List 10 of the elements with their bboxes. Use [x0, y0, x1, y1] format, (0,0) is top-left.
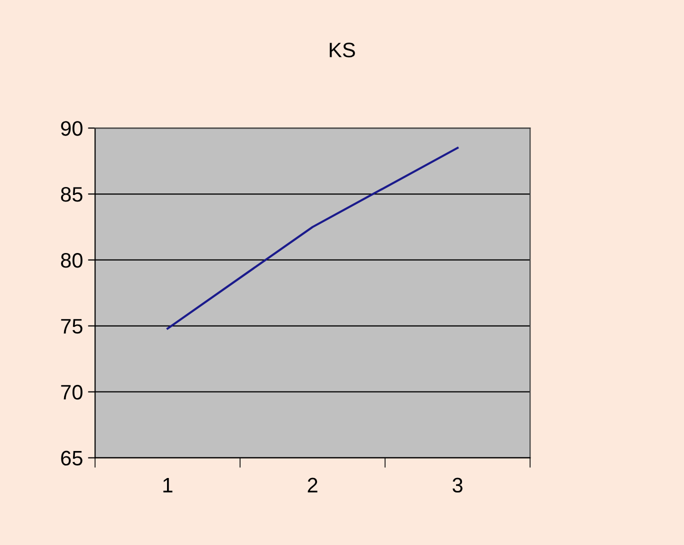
y-tick-label: 90	[61, 121, 82, 136]
x-tick-label: 2	[308, 478, 318, 492]
y-tick-label: 70	[61, 384, 82, 400]
chart-title: KS	[330, 42, 355, 58]
y-tick-label: 85	[61, 187, 82, 202]
x-tick-label: 1	[163, 478, 172, 492]
y-tick-label: 65	[61, 450, 82, 466]
y-tick-label: 75	[61, 319, 82, 334]
x-tick-label: 3	[452, 478, 462, 493]
y-tick-label: 80	[61, 252, 82, 268]
